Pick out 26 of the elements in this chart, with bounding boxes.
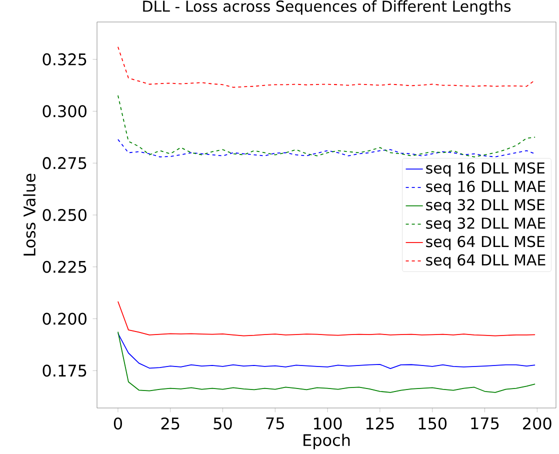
- y-tick-label: 0.225: [42, 260, 86, 273]
- y-tick-label: 0.300: [42, 105, 86, 118]
- legend-label: seq 16 DLL MAE: [426, 180, 546, 195]
- line-series: [118, 331, 536, 393]
- y-tick-label: 0.275: [42, 157, 86, 170]
- x-tick-label: 25: [161, 417, 180, 430]
- x-tick-label: 150: [418, 417, 447, 430]
- chart-title: DLL - Loss across Sequences of Different Lengths: [143, 0, 511, 15]
- y-tick-label: 0.200: [42, 312, 86, 325]
- legend-label: seq 16 DLL MSE: [426, 162, 544, 177]
- x-tick-label: 75: [266, 417, 284, 430]
- x-tick-label: 100: [314, 417, 342, 430]
- x-tick-label: 175: [471, 417, 499, 430]
- legend-label: seq 32 DLL MAE: [426, 217, 546, 232]
- x-axis-title: Epoch: [304, 434, 350, 450]
- y-axis-title: Loss Value: [23, 174, 36, 256]
- legend-label: seq 32 DLL MSE: [426, 199, 544, 214]
- y-tick-label: 0.325: [42, 53, 86, 66]
- x-tick-label: 125: [366, 417, 394, 430]
- y-tick-label: 0.175: [42, 364, 86, 377]
- x-tick-label: 0: [114, 417, 122, 430]
- legend-label: seq 64 DLL MAE: [426, 254, 546, 269]
- x-tick-label: 50: [214, 417, 232, 430]
- y-tick-label: 0.250: [42, 208, 86, 222]
- x-tick-label: 200: [523, 417, 552, 430]
- legend-label: seq 64 DLL MSE: [426, 236, 544, 250]
